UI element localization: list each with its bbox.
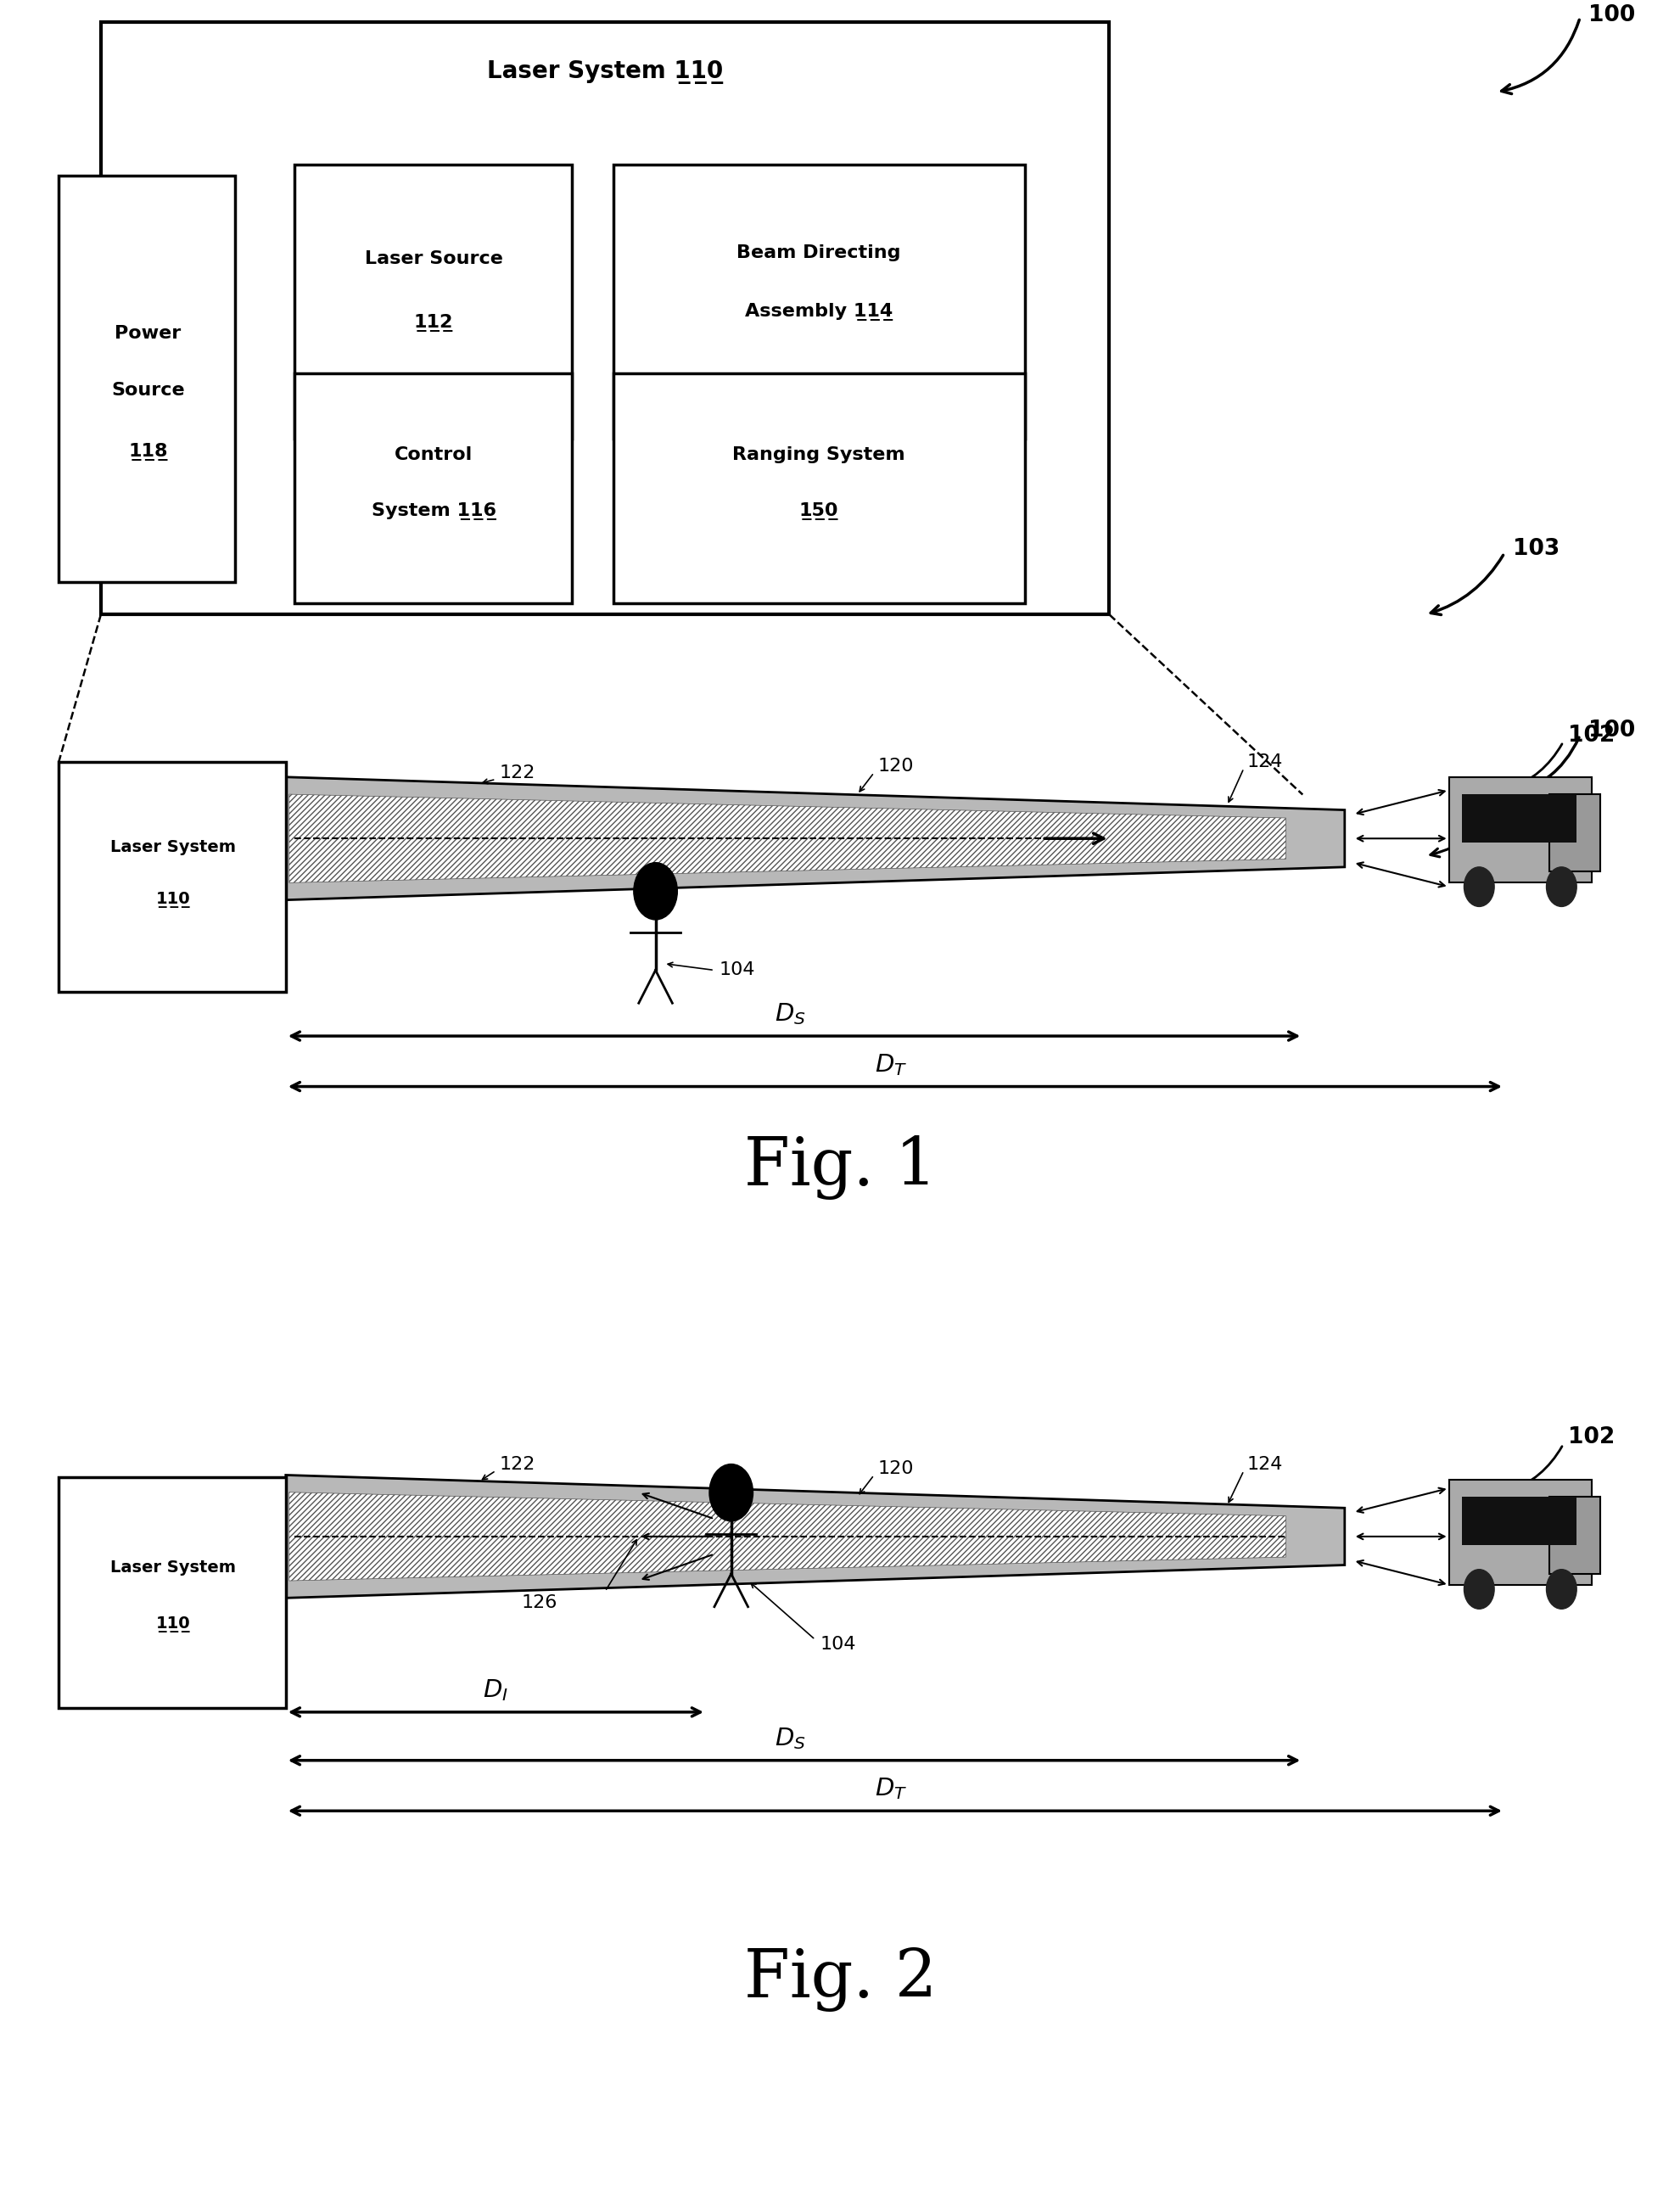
Text: $D_T$: $D_T$ bbox=[874, 1051, 907, 1078]
Text: $D_I$: $D_I$ bbox=[482, 1677, 509, 1703]
Text: 100: 100 bbox=[1588, 720, 1635, 742]
Bar bbox=[613, 373, 1025, 604]
Text: Laser System: Laser System bbox=[111, 838, 235, 856]
Text: 100: 100 bbox=[1588, 4, 1635, 26]
Text: 126: 126 bbox=[521, 1594, 556, 1611]
Bar bbox=[1549, 795, 1599, 871]
Bar bbox=[1462, 1497, 1576, 1545]
Circle shape bbox=[1546, 867, 1576, 907]
Bar bbox=[101, 22, 1109, 615]
Text: Ranging System: Ranging System bbox=[732, 446, 904, 463]
Text: System 1̲1̲6̲: System 1̲1̲6̲ bbox=[371, 503, 496, 520]
Text: Control: Control bbox=[395, 446, 472, 463]
Text: 105: 105 bbox=[1512, 784, 1559, 806]
Polygon shape bbox=[286, 777, 1344, 900]
Circle shape bbox=[1546, 1569, 1576, 1609]
Text: 104: 104 bbox=[719, 961, 754, 979]
Text: 122: 122 bbox=[499, 1455, 534, 1473]
Text: Laser System 1̲1̲0̲: Laser System 1̲1̲0̲ bbox=[487, 61, 722, 83]
Text: Fig. 2: Fig. 2 bbox=[744, 1947, 936, 2013]
Circle shape bbox=[1463, 867, 1494, 907]
Text: 104: 104 bbox=[820, 1635, 855, 1653]
Text: 1̲5̲0̲: 1̲5̲0̲ bbox=[798, 503, 838, 520]
Text: Laser Source: Laser Source bbox=[365, 250, 502, 268]
Text: 122: 122 bbox=[499, 764, 534, 781]
Bar bbox=[294, 165, 571, 439]
Text: 124: 124 bbox=[1247, 753, 1282, 770]
Text: Source: Source bbox=[111, 382, 185, 399]
Text: Laser System: Laser System bbox=[111, 1558, 235, 1576]
Bar bbox=[59, 1477, 286, 1708]
Text: 1̲1̲2̲: 1̲1̲2̲ bbox=[413, 314, 454, 331]
Text: 1̲1̲0̲: 1̲1̲0̲ bbox=[156, 1616, 190, 1633]
Polygon shape bbox=[289, 1493, 1285, 1580]
Text: 120: 120 bbox=[877, 757, 912, 775]
Text: Assembly 1̲1̲4̲: Assembly 1̲1̲4̲ bbox=[744, 303, 892, 320]
Bar bbox=[59, 176, 235, 582]
Text: $D_S$: $D_S$ bbox=[774, 1001, 805, 1027]
Text: 102: 102 bbox=[1567, 724, 1614, 746]
Text: Beam Directing: Beam Directing bbox=[736, 244, 900, 261]
Text: 1̲1̲0̲: 1̲1̲0̲ bbox=[156, 891, 190, 909]
Text: 1̲1̲8̲: 1̲1̲8̲ bbox=[128, 443, 168, 461]
Circle shape bbox=[1463, 1569, 1494, 1609]
Polygon shape bbox=[289, 795, 1285, 882]
Text: 124: 124 bbox=[1247, 1455, 1282, 1473]
Bar bbox=[1549, 1497, 1599, 1574]
Text: $D_T$: $D_T$ bbox=[874, 1776, 907, 1802]
Circle shape bbox=[633, 863, 677, 920]
Bar bbox=[1448, 1479, 1591, 1585]
Circle shape bbox=[709, 1464, 753, 1521]
Bar bbox=[59, 762, 286, 992]
Text: 120: 120 bbox=[877, 1460, 912, 1477]
Bar bbox=[1448, 777, 1591, 882]
Polygon shape bbox=[286, 1475, 1344, 1598]
Bar bbox=[613, 165, 1025, 439]
Text: 102: 102 bbox=[1567, 1427, 1614, 1449]
Bar bbox=[1462, 795, 1576, 843]
Bar bbox=[294, 373, 571, 604]
Text: $D_S$: $D_S$ bbox=[774, 1725, 805, 1752]
Text: 103: 103 bbox=[1512, 538, 1559, 560]
Text: Fig. 1: Fig. 1 bbox=[744, 1135, 936, 1201]
Text: Power: Power bbox=[114, 325, 181, 342]
